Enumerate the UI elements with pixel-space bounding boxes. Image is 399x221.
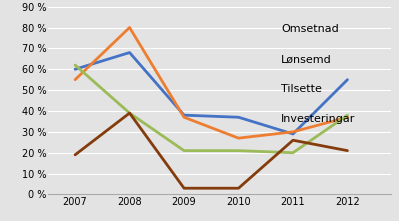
Text: Omsetnad: Omsetnad — [281, 24, 339, 34]
Text: Investeringar: Investeringar — [281, 114, 356, 124]
Text: Lønsemd: Lønsemd — [281, 54, 332, 64]
Text: Tilsette: Tilsette — [281, 84, 322, 94]
